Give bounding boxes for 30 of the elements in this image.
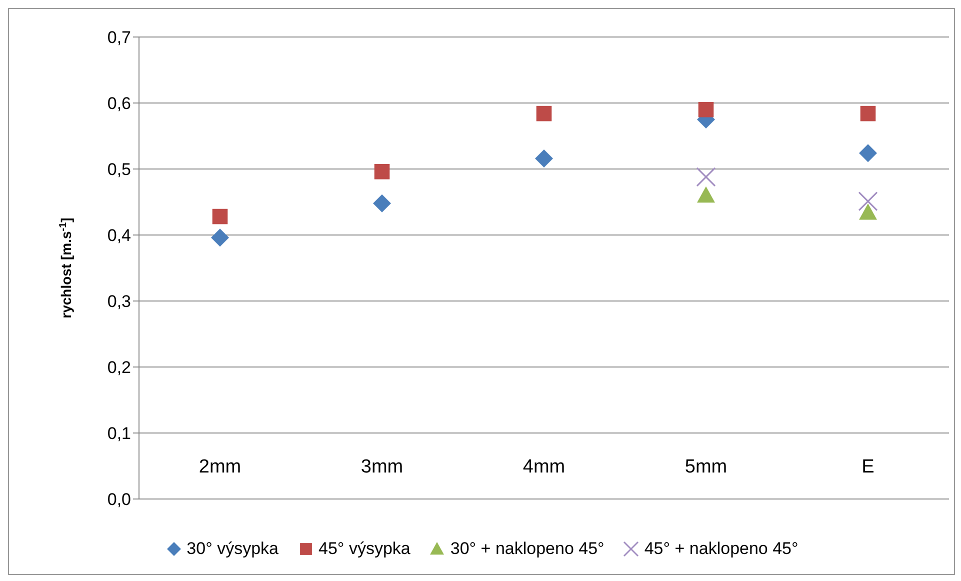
y-tick-label: 0,7 bbox=[107, 28, 131, 48]
point bbox=[697, 186, 715, 203]
legend-label: 30° výsypka bbox=[186, 539, 279, 559]
point bbox=[696, 167, 716, 187]
y-tick-label: 0,2 bbox=[107, 358, 131, 378]
y-tick-label: 0,3 bbox=[107, 292, 131, 312]
y-tick-label: 0,6 bbox=[107, 94, 131, 114]
y-tick-label: 0,1 bbox=[107, 424, 131, 444]
point bbox=[859, 144, 877, 162]
point bbox=[373, 194, 391, 212]
x-tick-label: 3mm bbox=[360, 456, 404, 478]
point bbox=[374, 164, 390, 180]
point bbox=[858, 192, 878, 212]
x-tick-label: E bbox=[862, 456, 874, 478]
point bbox=[536, 106, 552, 122]
y-tick-label: 0,4 bbox=[107, 226, 131, 246]
point bbox=[211, 228, 229, 247]
legend-label: 45° + naklopeno 45° bbox=[644, 539, 798, 559]
legend-label: 30° + naklopeno 45° bbox=[450, 539, 604, 559]
x-tick-label: 2mm bbox=[198, 456, 242, 478]
x-tick-label: 4mm bbox=[522, 456, 566, 478]
point bbox=[535, 149, 553, 168]
point bbox=[212, 208, 228, 224]
legend-label: 45° výsypka bbox=[318, 539, 410, 559]
y-tick-label: 0,5 bbox=[107, 160, 131, 180]
x-tick-label: 5mm bbox=[684, 456, 728, 478]
point bbox=[860, 106, 876, 122]
point bbox=[859, 204, 877, 220]
y-tick-label: 0,0 bbox=[107, 490, 131, 510]
point bbox=[698, 102, 714, 118]
